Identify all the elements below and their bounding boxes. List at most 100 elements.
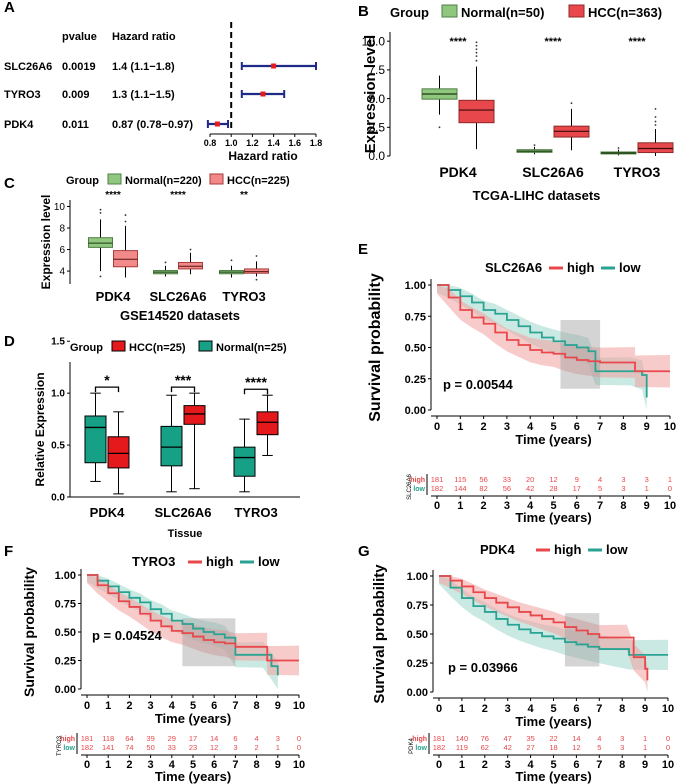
km-tyro3-risk-high-0: 181 [81,734,94,743]
km-slc26a6-legend-title: SLC26A6 [485,260,542,275]
km-pdk4-x-tick-label: 6 [573,703,579,715]
km-slc26a6-x-tick-label: 7 [597,421,603,433]
km-slc26a6-risk-low-6: 17 [573,484,581,493]
km-slc26a6-risk-x-tick-label: 9 [644,500,650,512]
tcga-boxplot-y-tick-label: 10.0 [362,34,386,48]
gse-boxplot-y-tick-label: 8 [59,224,65,235]
km-slc26a6-risk-x-title: Time (years) [515,510,591,525]
km-slc26a6-legend-low: low [619,260,642,275]
gse-boxplot-significance-pdk4: **** [105,190,121,201]
forest-point-slc26a6 [271,63,277,69]
gse-boxplot-box-pdk4-0-outlier [99,208,102,211]
km-tyro3-y-tick-label: 1.00 [55,570,76,582]
tcga-boxplot-category-pdk4: PDK4 [439,164,477,180]
panel-letter-e: E [358,241,368,258]
km-slc26a6-x-tick-label: 6 [574,421,580,433]
km-tyro3-ci-overlap [182,618,236,667]
tcga-boxplot-box-tyro3-1-outlier [654,116,657,118]
tcga-boxplot-legend-title: Group [390,5,429,20]
km-pdk4-risk-x-tick-label: 5 [550,759,556,771]
km-pdk4-x-tick-label: 2 [482,703,488,715]
gse-boxplot-box-pdk4-0 [88,237,113,248]
tcga-boxplot-category-slc26a6: SLC26A6 [522,164,584,180]
km-pdk4-risk-x-tick-label: 1 [459,759,465,771]
km-slc26a6-x-tick-label: 8 [620,421,626,433]
km-pdk4-risk-high-6: 14 [572,734,580,743]
tissue-boxplot-y-tick-label: 0.5 [51,441,65,452]
km-pdk4-risk-high-3: 47 [504,734,512,743]
gse-boxplot-box-tyro3-1-outlier [255,278,258,281]
km-slc26a6-risk-high-3: 33 [503,475,511,484]
km-pdk4-x-title: Time (years) [515,714,591,729]
km-pdk4-risk-low-1: 119 [456,743,468,752]
km-slc26a6-risk-gene-label: SLC26A6 [407,473,413,499]
km-pdk4-x-tick-label: 4 [528,703,535,715]
km-slc26a6-ci-overlap [560,320,601,389]
km-pdk4-x-tick-label: 1 [459,703,465,715]
km-slc26a6-risk-high-8: 3 [621,475,625,484]
km-slc26a6-risk-x-tick-label: 8 [620,500,626,512]
km-pdk4-legend-low: low [606,542,629,557]
km-pdk4-x-tick-label: 8 [619,703,625,715]
km-slc26a6-risk-high-2: 56 [479,475,487,484]
gse-boxplot-box-slc26a6-0-outlier [164,261,167,264]
km-pdk4-risk-low-9: 1 [643,743,647,752]
tcga-boxplot-significance-tyro3: **** [628,36,646,48]
km-pdk4-y-tick-label: 1.00 [407,571,428,583]
km-slc26a6-risk-low-3: 56 [503,484,511,493]
gse-boxplot-legend-label-1: HCC(n=225) [227,175,290,187]
km-slc26a6-x-tick-label: 5 [550,421,556,433]
km-tyro3-risk-high-6: 14 [210,734,218,743]
km-slc26a6-risk-label-high: high [410,477,425,484]
km-pdk4-risk-high-2: 76 [481,734,489,743]
km-tyro3-x-tick-label: 7 [232,700,238,712]
tissue-boxplot-y-tick-label: 0.0 [51,493,65,504]
km-slc26a6-risk-x-tick-label: 6 [574,500,580,512]
km-pdk4-y-tick-label: 0.75 [407,600,428,612]
km-pdk4-curve-high [439,575,649,681]
gse-boxplot-box-slc26a6-1 [178,261,203,270]
km-pdk4-risk-high-0: 181 [433,734,446,743]
km-tyro3-risk-low-5: 23 [189,743,197,752]
km-tyro3-risk-x-title: Time (years) [155,769,231,784]
km-slc26a6-risk-label-low: low [413,486,425,493]
km-slc26a6-risk-high-4: 20 [526,475,534,484]
km-slc26a6-curve-high [437,284,670,373]
tcga-boxplot-significance-pdk4: **** [449,36,467,48]
km-slc26a6-legend-high: high [567,260,594,275]
km-tyro3-pvalue: p = 0.04524 [92,628,163,643]
tissue-boxplot-box-pdk4-0 [84,415,107,464]
km-slc26a6-x-tick-label: 2 [481,421,487,433]
km-slc26a6-x-tick-label: 10 [664,421,676,433]
forest-axis-title: Hazard ratio [228,149,297,163]
km-pdk4-x-tick-label: 10 [662,703,674,715]
km-tyro3-risk-x-tick-label: 10 [293,759,305,771]
forest-hr-text-tyro3: 1.3 (1.1−1.5) [112,89,175,101]
km-pdk4-risk-low-5: 18 [549,743,557,752]
tcga-boxplot-legend-key-1 [568,4,585,18]
tcga-boxplot-legend-label-1: HCC(n=363) [588,5,662,20]
gse-boxplot-significance-tyro3: ** [240,190,248,201]
gse-boxplot-box-tyro3-1 [244,268,269,274]
km-pdk4-risk-x-tick-label: 4 [528,759,535,771]
km-slc26a6-risk-low-0: 182 [431,484,444,493]
km-tyro3-risk-label-high: high [60,736,75,743]
km-slc26a6-pvalue: p = 0.00544 [443,377,514,392]
km-tyro3-risk-low-0: 182 [81,743,94,752]
km-slc26a6-x-tick-label: 0 [434,421,440,433]
km-slc26a6-x-tick-label: 1 [457,421,463,433]
km-tyro3-x-tick-label: 10 [293,700,305,712]
gse-boxplot-x-title: GSE14520 datasets [120,308,240,323]
km-pdk4-ci-overlap [564,613,600,667]
km-pdk4-risk-low-7: 5 [597,743,601,752]
km-tyro3-risk-low-1: 141 [102,743,115,752]
gse-boxplot-legend-title: Group [66,175,99,187]
tissue-boxplot-legend-key-0 [111,340,126,352]
tissue-boxplot-category-pdk4: PDK4 [90,505,125,520]
km-slc26a6-risk-low-4: 42 [526,484,534,493]
km-pdk4-y-title: Survival probability [371,564,388,704]
km-tyro3-risk-high-5: 17 [189,734,197,743]
km-slc26a6-y-tick-label: 1.00 [405,280,426,292]
km-pdk4-risk-low-0: 182 [433,743,446,752]
